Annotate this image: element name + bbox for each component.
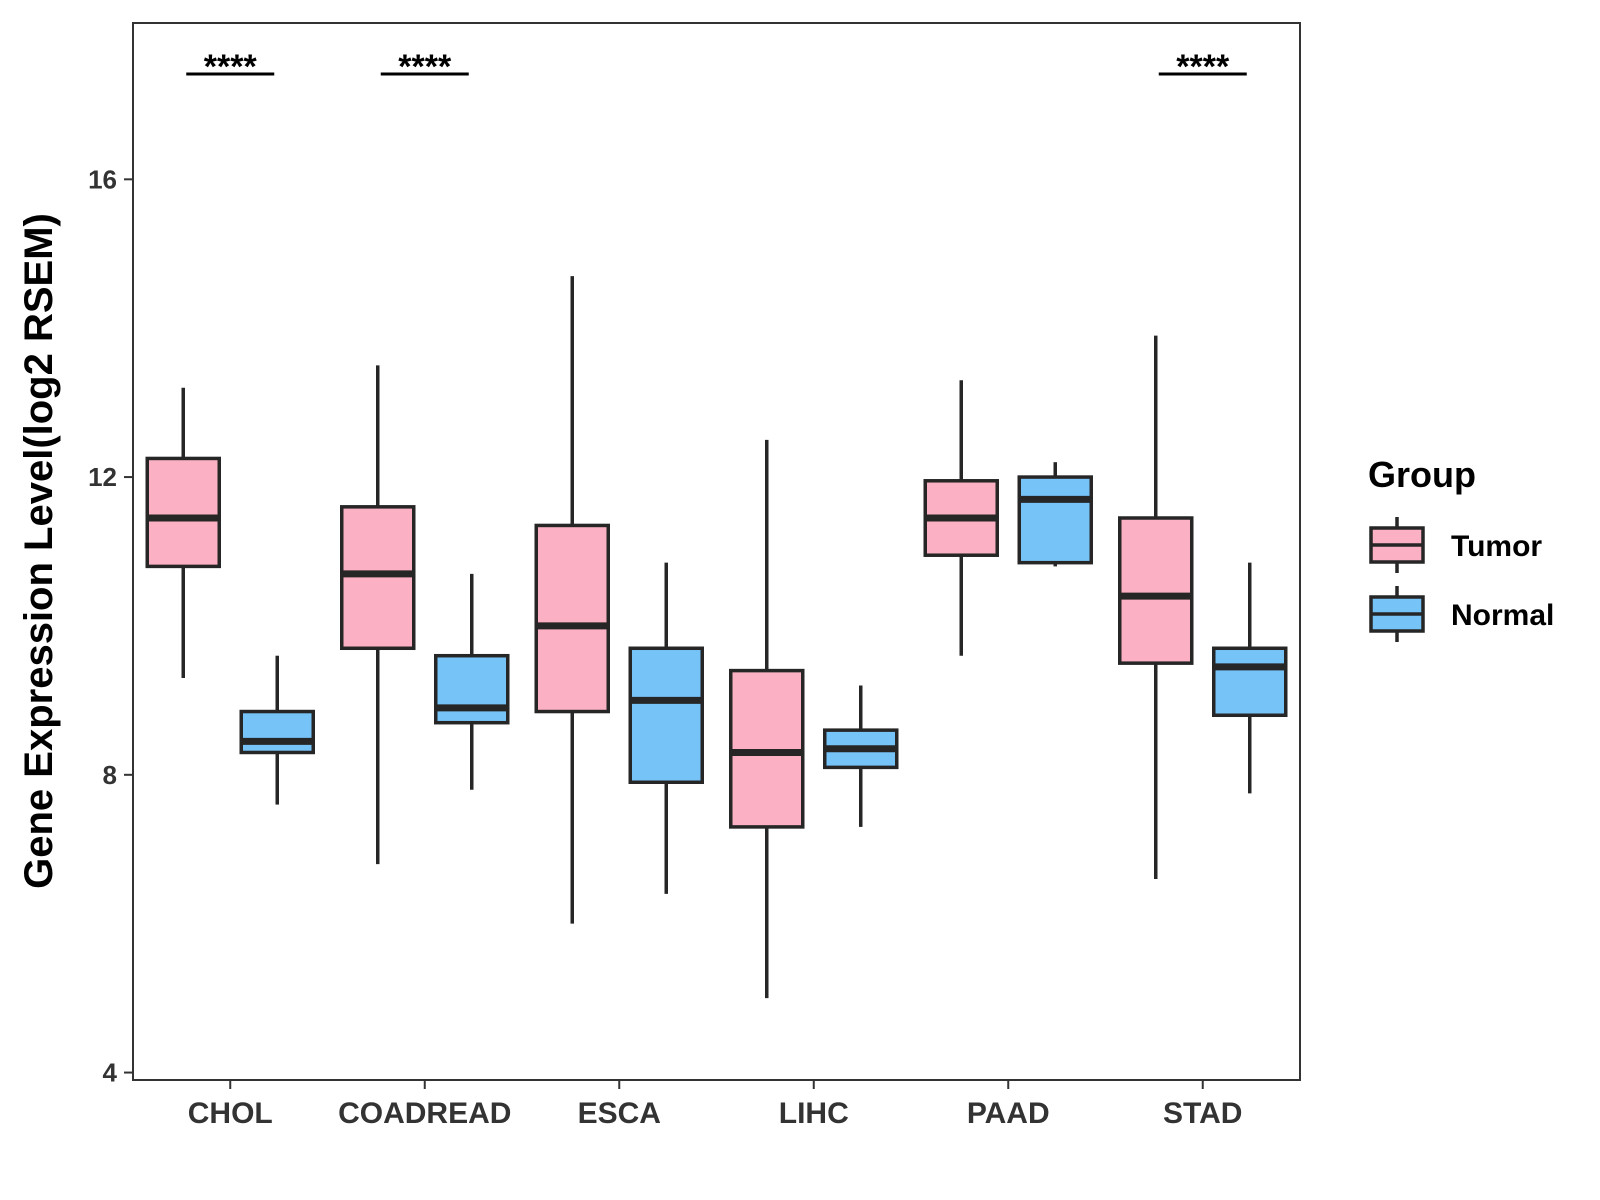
box-body: [1212, 646, 1288, 718]
box-body: [1017, 475, 1093, 565]
box-body: [239, 709, 315, 755]
box-body: [434, 653, 510, 725]
x-axis: CHOL COADREAD ESCA LIHC PAAD STAD: [188, 1080, 1242, 1130]
box-tumor-paad: [923, 380, 999, 656]
y-tick-label: 12: [88, 462, 117, 492]
legend: Group Tumor Normal: [1368, 454, 1554, 642]
box-normal-stad: [1212, 562, 1288, 794]
x-tick-label: CHOL: [188, 1097, 273, 1130]
legend-label-tumor: Tumor: [1451, 530, 1542, 563]
significance-layer: **** **** ****: [186, 48, 1247, 86]
box-normal-lihc: [823, 685, 899, 827]
x-tick-label: PAAD: [967, 1097, 1050, 1130]
plot-panel: [132, 22, 1301, 1081]
significance-label: ****: [398, 48, 452, 86]
box-body: [729, 668, 805, 829]
y-tick-label: 8: [103, 760, 117, 790]
x-tick-label: LIHC: [779, 1097, 849, 1130]
box-tumor-coadread: [340, 365, 416, 865]
box-normal-paad: [1017, 462, 1093, 567]
legend-title: Group: [1368, 454, 1476, 495]
box-body: [145, 456, 221, 569]
y-tick-label: 4: [103, 1058, 118, 1088]
box-tumor-lihc: [729, 439, 805, 999]
box-normal-coadread: [434, 573, 510, 790]
box-body: [340, 505, 416, 651]
box-normal-chol: [239, 655, 315, 805]
box-layer: [145, 276, 1288, 999]
legend-key-tumor: [1369, 517, 1425, 573]
box-body: [534, 523, 610, 714]
significance-label: ****: [1176, 48, 1230, 86]
x-tick-label: STAD: [1163, 1097, 1242, 1130]
legend-label-normal: Normal: [1451, 599, 1554, 632]
legend-key-normal: [1369, 586, 1425, 642]
y-axis-title: Gene Expression Level(log2 RSEM): [17, 213, 61, 889]
y-tick-label: 16: [88, 164, 117, 194]
x-tick-label: COADREAD: [338, 1097, 511, 1130]
x-tick-label: ESCA: [578, 1097, 661, 1130]
box-tumor-esca: [534, 276, 610, 924]
box-body: [628, 646, 704, 785]
box-body: [1118, 516, 1194, 665]
box-tumor-chol: [145, 387, 221, 679]
y-axis: 4 8 12 16: [88, 164, 133, 1088]
box-normal-esca: [628, 562, 704, 894]
significance-label: ****: [204, 48, 258, 86]
box-tumor-stad: [1118, 335, 1194, 880]
